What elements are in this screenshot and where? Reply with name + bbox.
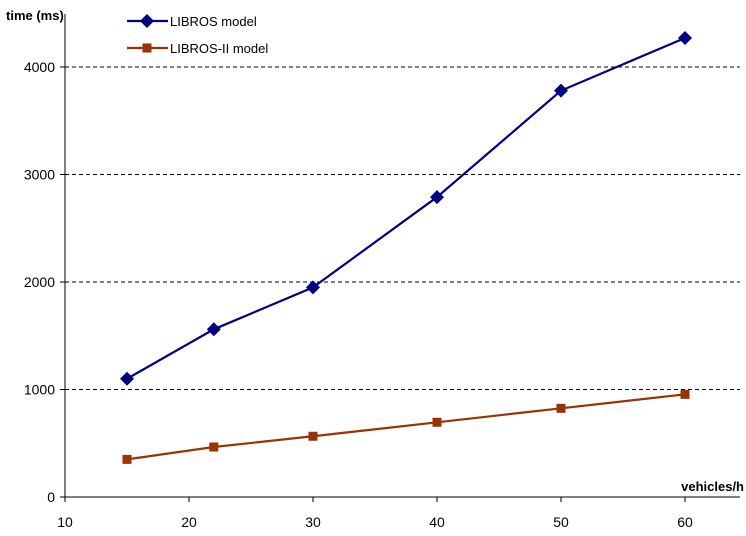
diamond-marker [554,83,568,98]
square-marker [209,442,219,452]
square-marker [432,417,442,427]
series-2 [122,389,690,464]
series-line [126,36,686,380]
square-marker [122,454,132,464]
axes [64,14,740,498]
legend-item: LIBROS model [127,14,257,29]
x-axis-title: vehicles/h [681,479,744,494]
legend-label: LIBROS model [170,14,257,29]
diamond-marker [206,322,221,337]
square-marker [680,389,690,399]
y-tick-label: 4000 [24,59,55,75]
y-tick-label: 3000 [24,167,55,183]
gridlines [65,66,740,390]
x-tick-label: 10 [57,514,73,530]
x-tick-label: 40 [429,514,445,530]
square-marker [308,431,318,441]
series-line [126,393,686,461]
x-tick-label: 50 [553,514,569,530]
data-series [120,30,692,464]
y-tick-label: 2000 [24,274,55,290]
diamond-marker [306,280,320,295]
x-tick-label: 20 [181,514,197,530]
x-tick-label: 60 [677,514,693,530]
diamond-marker [678,30,692,45]
legend-label: LIBROS-II model [170,41,268,56]
x-axis-ticks: 10 20 30 40 50 60 [57,497,693,530]
series-1 [120,30,692,386]
diamond-marker [430,190,444,205]
diamond-marker [140,14,154,28]
diamond-marker [120,371,134,386]
y-tick-label: 0 [47,489,55,505]
y-tick-label: 1000 [24,382,55,398]
square-marker [142,43,152,53]
y-axis-title: time (ms) [6,8,64,23]
legend-item: LIBROS-II model [127,41,268,56]
square-marker [556,403,566,413]
x-tick-label: 30 [305,514,321,530]
legend: LIBROS model LIBROS-II model [127,14,268,56]
y-axis-ticks: 0 1000 2000 3000 4000 [24,59,65,505]
